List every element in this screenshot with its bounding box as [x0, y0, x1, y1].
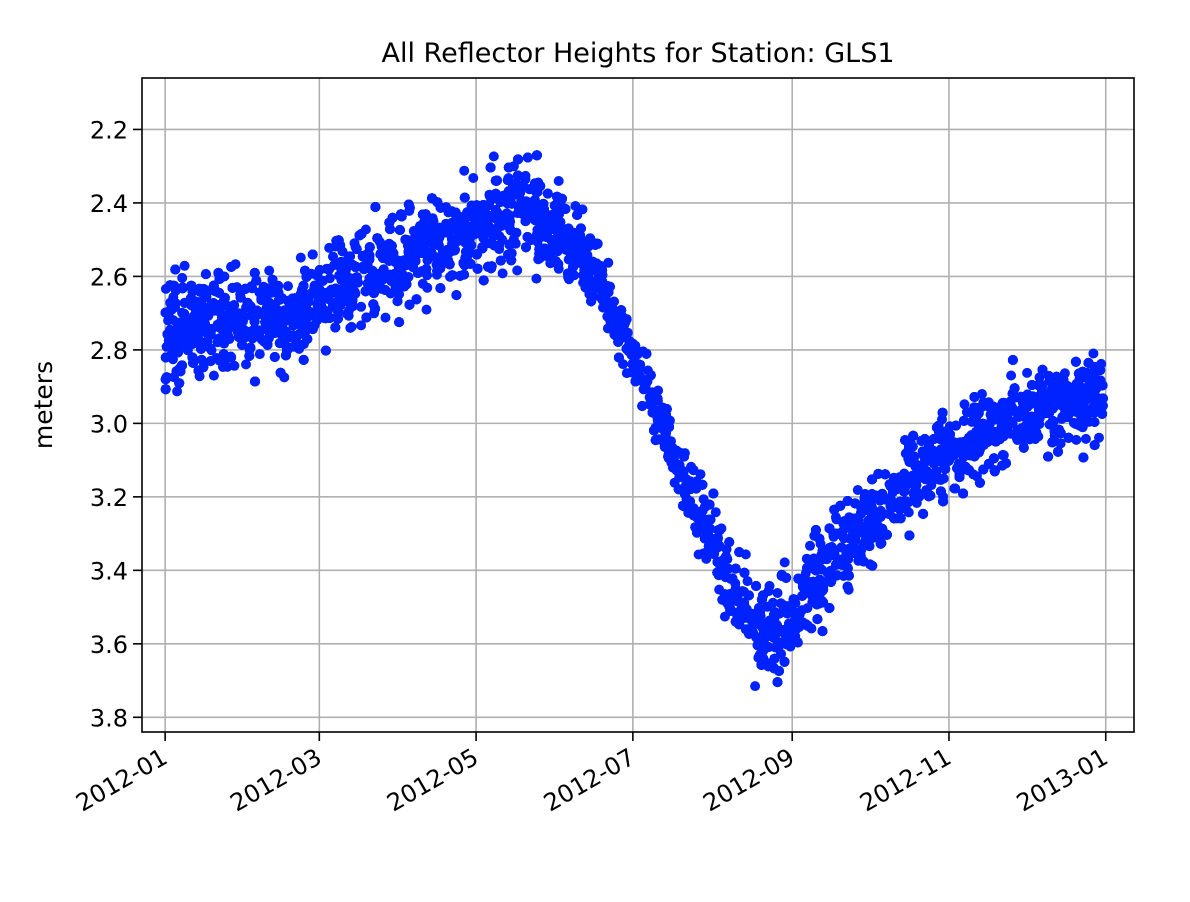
data-point: [380, 312, 391, 323]
data-point: [742, 576, 753, 587]
data-point: [1088, 348, 1099, 359]
data-points: [160, 150, 1108, 692]
data-point: [179, 260, 190, 271]
data-point: [254, 349, 265, 360]
data-point: [563, 272, 574, 283]
data-point: [177, 272, 188, 283]
data-point: [346, 321, 357, 332]
data-point: [750, 681, 761, 692]
data-point: [1094, 432, 1104, 443]
data-point: [196, 354, 207, 365]
data-point: [867, 560, 878, 571]
data-point: [337, 246, 348, 257]
data-point: [356, 320, 367, 331]
data-point: [1071, 434, 1082, 445]
data-point: [701, 553, 712, 564]
data-point: [328, 251, 338, 262]
data-point: [241, 359, 251, 370]
data-point: [417, 278, 428, 289]
data-point: [512, 265, 523, 276]
data-point: [1022, 367, 1033, 378]
data-point: [324, 242, 335, 253]
grid: [142, 78, 1134, 732]
data-point: [531, 273, 542, 284]
data-point: [553, 176, 564, 186]
data-point: [283, 281, 293, 292]
data-point: [421, 304, 432, 315]
data-point: [292, 338, 303, 349]
data-point: [1006, 370, 1017, 381]
data-point: [852, 485, 863, 495]
data-point: [710, 507, 721, 518]
data-point: [343, 310, 354, 321]
data-point: [779, 557, 790, 568]
data-point: [295, 252, 306, 263]
data-point: [844, 570, 855, 581]
data-point: [468, 173, 479, 183]
data-point: [208, 370, 219, 381]
data-point: [497, 268, 508, 279]
data-point: [959, 399, 970, 410]
data-point: [172, 386, 183, 397]
data-point: [493, 222, 504, 233]
data-point: [356, 301, 367, 312]
data-point: [459, 165, 470, 176]
data-point: [488, 151, 499, 162]
data-point: [977, 389, 987, 399]
data-point: [772, 588, 783, 598]
data-point: [805, 540, 815, 551]
data-point: [1034, 372, 1045, 383]
data-point: [202, 335, 213, 346]
data-point: [229, 360, 240, 371]
data-point: [768, 597, 778, 608]
data-point: [1080, 433, 1091, 444]
data-point: [802, 603, 813, 614]
data-point: [693, 549, 704, 560]
data-point: [264, 265, 275, 276]
